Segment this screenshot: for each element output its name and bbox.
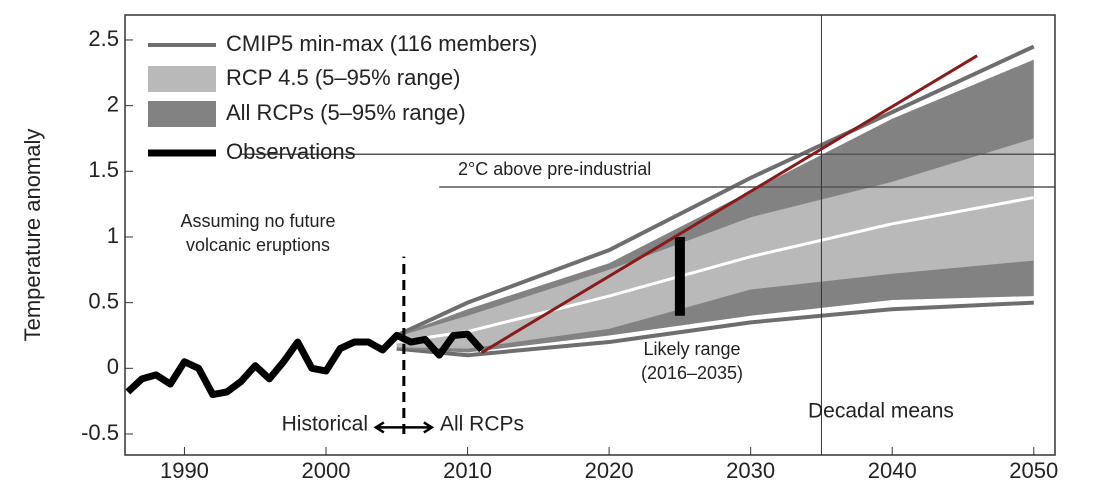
x-tick-label: 2040 (868, 458, 917, 483)
range-band (396, 138, 1034, 349)
annotation: All RCPs (440, 413, 524, 436)
y-tick-label: 2 (107, 91, 119, 116)
legend-swatch (148, 101, 216, 127)
observations-line (125, 330, 485, 399)
y-tick-label: 0 (107, 354, 119, 379)
trend-line (480, 54, 978, 354)
y-tick-label: 1.5 (88, 157, 119, 182)
x-tick-label: 2000 (302, 458, 351, 483)
annotation: volcanic eruptions (186, 235, 330, 255)
range-line (396, 300, 1034, 358)
x-tick-label: 2050 (1009, 458, 1058, 483)
x-tick-label: 1990 (160, 458, 209, 483)
x-tick-label: 2030 (726, 458, 775, 483)
y-tick-label: 0.5 (88, 288, 119, 313)
range-line (395, 44, 1035, 338)
x-tick-label: 2010 (443, 458, 492, 483)
annotation: Likely range (643, 339, 740, 359)
arrow (373, 421, 435, 434)
legend-swatch (148, 66, 216, 92)
legend-label: CMIP5 min-max (116 members) (226, 31, 537, 56)
annotation: Decadal means (808, 400, 954, 423)
legend-label: RCP 4.5 (5–95% range) (226, 65, 460, 90)
annotation: Assuming no future (180, 211, 335, 231)
y-tick-label: -0.5 (81, 420, 119, 445)
y-axis-label: Temperature anomaly (20, 129, 45, 342)
annotation: (2016–2035) (641, 363, 743, 383)
annotation: Historical (282, 413, 368, 436)
y-tick-label: 2.5 (88, 26, 119, 51)
x-tick-label: 2020 (585, 458, 634, 483)
legend-label: Observations (226, 139, 356, 164)
y-tick-label: 1 (107, 223, 119, 248)
legend-label: All RCPs (5–95% range) (226, 100, 466, 125)
range-band (396, 59, 1034, 353)
plot-frame (124, 14, 1056, 456)
annotation: 2°C above pre-industrial (458, 159, 651, 179)
